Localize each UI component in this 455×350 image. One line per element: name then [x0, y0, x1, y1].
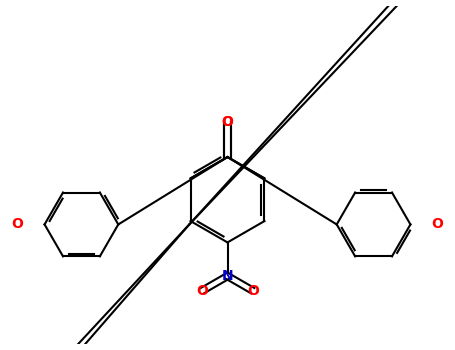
- Text: O: O: [247, 284, 259, 298]
- Text: N: N: [222, 269, 233, 283]
- Text: O: O: [196, 284, 208, 298]
- Text: O: O: [431, 217, 443, 231]
- Text: O: O: [222, 115, 233, 129]
- Text: O: O: [222, 115, 233, 129]
- Text: O: O: [12, 217, 24, 231]
